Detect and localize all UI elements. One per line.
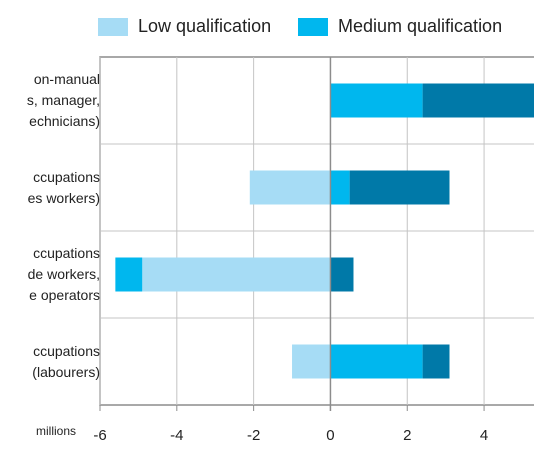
- category-label-line: s, manager,: [26, 92, 100, 108]
- legend-label-medium: Medium qualification: [338, 16, 503, 36]
- category-label: on-manual s, manager, echnicians): [27, 69, 100, 132]
- bar-series-1-category-3: [330, 344, 423, 379]
- bar-series-2-category-2: [330, 257, 354, 292]
- category-label-line: e operators: [29, 287, 100, 303]
- category-label-line: (labourers): [32, 363, 100, 380]
- legend-swatch-medium: [298, 17, 328, 36]
- bar-series-2-category-0: [422, 83, 534, 118]
- x-tick-label: 4: [480, 427, 488, 444]
- bar-series-0-category-3: [292, 344, 331, 379]
- category-label-line: ccupations: [33, 342, 100, 359]
- bar-series-1-category-2: [115, 257, 143, 292]
- category-label-line: es workers): [27, 189, 100, 206]
- category-label-line: ccupations: [33, 168, 100, 185]
- bar-series-2-category-1: [349, 170, 450, 205]
- category-label: ccupations (labourers): [32, 341, 100, 383]
- bar-series-1-category-1: [330, 170, 350, 205]
- category-label-line: echnicians): [29, 113, 100, 129]
- category-label: ccupations es workers): [28, 167, 100, 209]
- category-label-line: on-manual: [33, 71, 100, 87]
- x-tick-label: -4: [170, 427, 183, 444]
- bar-series-1-category-0: [330, 83, 423, 118]
- bar-series-2-category-3: [422, 344, 450, 379]
- x-tick-label: 0: [326, 427, 334, 444]
- category-label-line: de workers,: [27, 266, 100, 282]
- x-tick-label: -6: [93, 427, 106, 444]
- legend-item-low-qualification: Low qualification: [98, 16, 271, 37]
- x-tick-label: 2: [403, 427, 411, 444]
- legend-item-medium-qualification: Medium qualification: [298, 16, 502, 37]
- category-label-line: ccupations: [33, 245, 100, 261]
- bar-series-0-category-1: [249, 170, 331, 205]
- bar-series-0-category-2: [142, 257, 331, 292]
- x-axis-unit-label: millions: [35, 424, 76, 438]
- legend-label-low: Low qualification: [138, 16, 272, 36]
- legend-swatch-low: [98, 17, 128, 36]
- x-tick-label: -2: [247, 427, 260, 444]
- category-label: ccupations de workers, e operators: [28, 243, 100, 306]
